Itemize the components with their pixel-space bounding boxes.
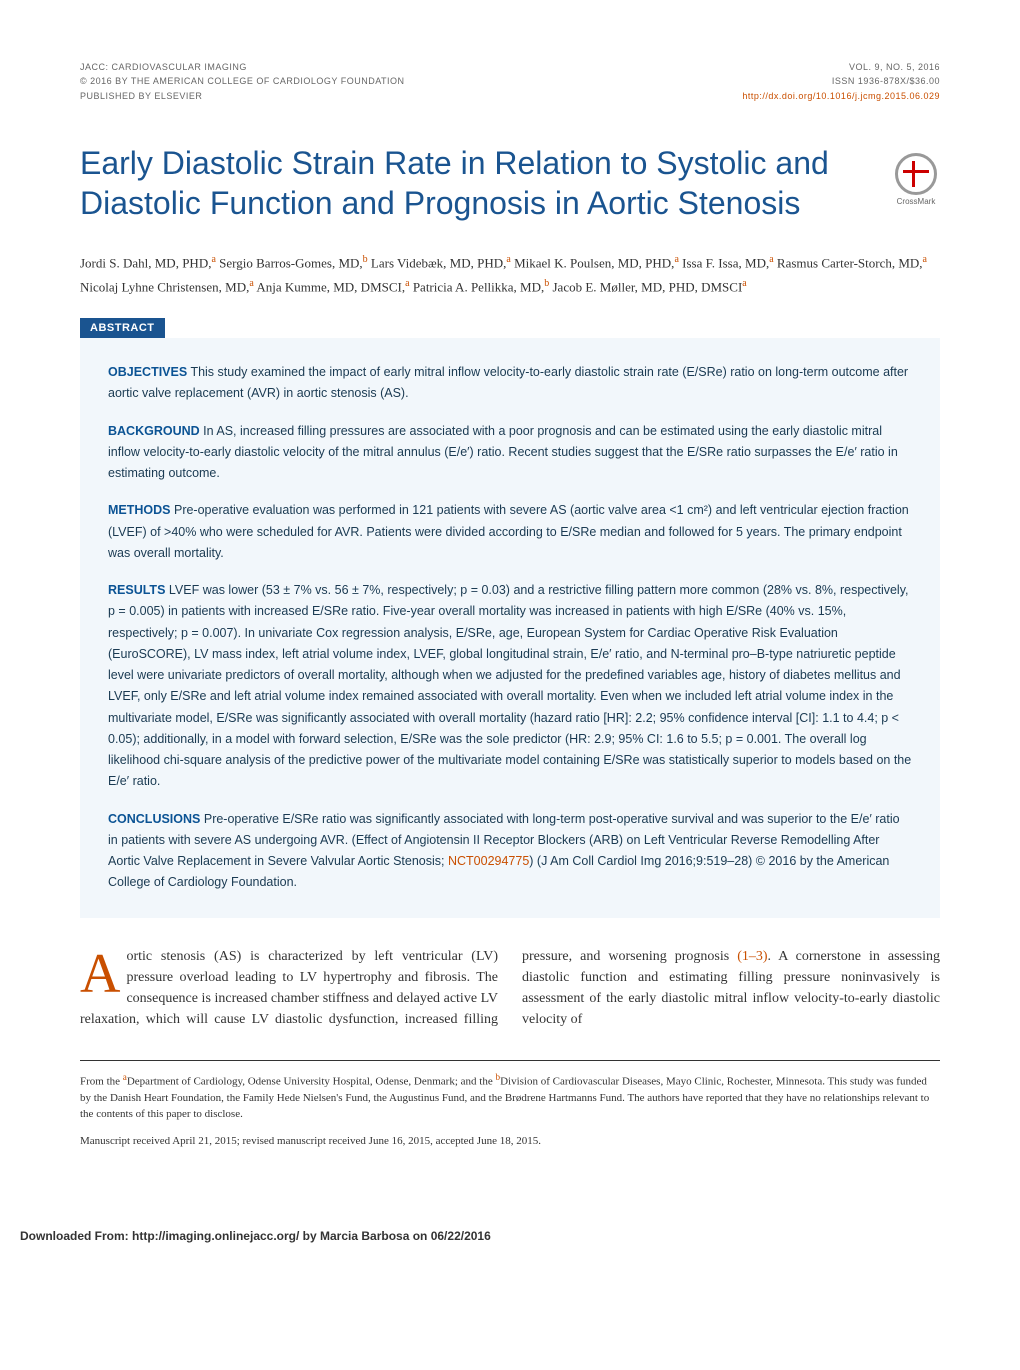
abstract-box: OBJECTIVES This study examined the impac… — [80, 338, 940, 918]
doi-link[interactable]: http://dx.doi.org/10.1016/j.jcmg.2015.06… — [742, 89, 940, 103]
abstract-results: RESULTS LVEF was lower (53 ± 7% vs. 56 ±… — [108, 580, 912, 793]
author-list: Jordi S. Dahl, MD, PHD,a Sergio Barros-G… — [80, 251, 940, 298]
trial-registry-link[interactable]: NCT00294775 — [448, 854, 529, 868]
abstract-heading: ABSTRACT — [80, 318, 165, 338]
background-text: In AS, increased filling pressures are a… — [108, 424, 898, 481]
results-text: LVEF was lower (53 ± 7% vs. 56 ± 7%, res… — [108, 583, 911, 788]
methods-text: Pre-operative evaluation was performed i… — [108, 503, 909, 560]
volume-issue: VOL. 9, NO. 5, 2016 — [742, 60, 940, 74]
abstract-background: BACKGROUND In AS, increased filling pres… — [108, 421, 912, 485]
footnotes: From the aDepartment of Cardiology, Oden… — [80, 1071, 940, 1150]
crossmark-label: CrossMark — [897, 197, 936, 206]
article-body: Aortic stenosis (AS) is characterized by… — [80, 946, 940, 1030]
crossmark-icon — [895, 153, 937, 195]
copyright-line: © 2016 BY THE AMERICAN COLLEGE OF CARDIO… — [80, 74, 405, 88]
abstract-methods: METHODS Pre-operative evaluation was per… — [108, 500, 912, 564]
crossmark-badge[interactable]: CrossMark — [892, 153, 940, 213]
body-para-pre: ortic stenosis (AS) is characterized by … — [80, 949, 737, 1027]
download-attribution: Downloaded From: http://imaging.onlineja… — [0, 1199, 1020, 1253]
dropcap: A — [80, 946, 126, 996]
abstract-objectives: OBJECTIVES This study examined the impac… — [108, 362, 912, 405]
abstract-conclusions: CONCLUSIONS Pre-operative E/SRe ratio wa… — [108, 809, 912, 894]
issn-price: ISSN 1936-878X/$36.00 — [742, 74, 940, 88]
journal-header: JACC: CARDIOVASCULAR IMAGING © 2016 BY T… — [80, 60, 940, 103]
objectives-text: This study examined the impact of early … — [108, 365, 908, 400]
journal-name: JACC: CARDIOVASCULAR IMAGING — [80, 60, 405, 74]
footnote-separator — [80, 1060, 940, 1061]
title-text: Early Diastolic Strain Rate in Relation … — [80, 145, 829, 221]
manuscript-dates: Manuscript received April 21, 2015; revi… — [80, 1133, 940, 1150]
publisher-line: PUBLISHED BY ELSEVIER — [80, 89, 405, 103]
article-title: Early Diastolic Strain Rate in Relation … — [80, 143, 940, 223]
affiliation-note: From the aDepartment of Cardiology, Oden… — [80, 1071, 940, 1123]
reference-link[interactable]: (1–3) — [737, 949, 767, 964]
